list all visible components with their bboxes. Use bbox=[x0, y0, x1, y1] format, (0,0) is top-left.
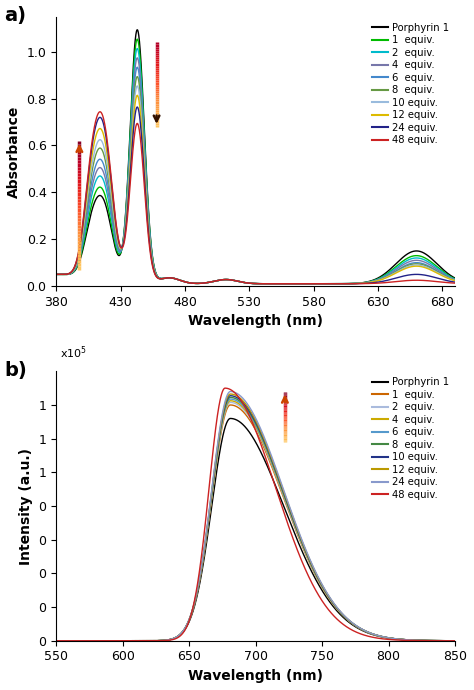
Legend: Porphyrin 1, 1  equiv., 2  equiv., 4  equiv., 6  equiv., 8  equiv., 10 equiv., 1: Porphyrin 1, 1 equiv., 2 equiv., 4 equiv… bbox=[368, 19, 453, 149]
Y-axis label: Intensity (a.u.): Intensity (a.u.) bbox=[19, 448, 33, 564]
X-axis label: Wavelength (nm): Wavelength (nm) bbox=[188, 315, 323, 328]
X-axis label: Wavelength (nm): Wavelength (nm) bbox=[188, 669, 323, 683]
Legend: Porphyrin 1, 1  equiv., 2  equiv., 4  equiv., 6  equiv., 8  equiv., 10 equiv., 1: Porphyrin 1, 1 equiv., 2 equiv., 4 equiv… bbox=[368, 373, 453, 504]
Y-axis label: Absorbance: Absorbance bbox=[7, 105, 21, 197]
Text: a): a) bbox=[4, 6, 27, 25]
Text: b): b) bbox=[4, 360, 27, 380]
Text: x10$^5$: x10$^5$ bbox=[60, 344, 87, 360]
